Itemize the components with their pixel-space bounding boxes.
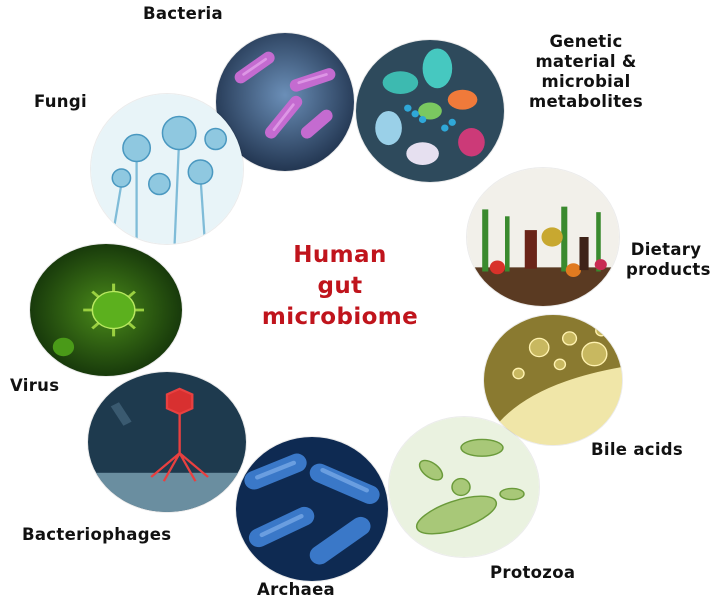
center-title-line2: gut [317, 273, 363, 299]
label-genetic-material: Genetic material & microbial metabolites [520, 32, 652, 112]
archaea-image [236, 437, 388, 581]
genetic-material-image [356, 40, 504, 182]
dietary-products-image [467, 168, 619, 306]
center-title-line3: microbiome [261, 304, 419, 330]
label-genetic-line2: material & [535, 52, 637, 71]
protozoa-image [389, 417, 539, 557]
label-bile-acids: Bile acids [591, 440, 684, 459]
center-title: Human gut microbiome [250, 240, 430, 333]
label-dietary-line1: Dietary [630, 240, 702, 259]
label-virus: Virus [10, 376, 60, 395]
bacteriophages-image [88, 372, 246, 512]
bile-acids-image [484, 315, 622, 445]
label-genetic-line4: metabolites [528, 92, 644, 111]
center-title-line1: Human [293, 242, 387, 268]
label-archaea: Archaea [257, 580, 335, 599]
label-genetic-line3: microbial [541, 72, 631, 91]
virus-image [30, 244, 182, 376]
label-dietary-products: Dietary products [626, 240, 711, 280]
label-bacteria: Bacteria [143, 4, 223, 23]
label-dietary-line2: products [626, 260, 711, 279]
label-genetic-line1: Genetic [549, 32, 623, 51]
label-fungi: Fungi [34, 92, 87, 111]
label-protozoa: Protozoa [490, 563, 576, 582]
label-bacteriophages: Bacteriophages [22, 525, 172, 544]
fungi-image [91, 94, 243, 244]
